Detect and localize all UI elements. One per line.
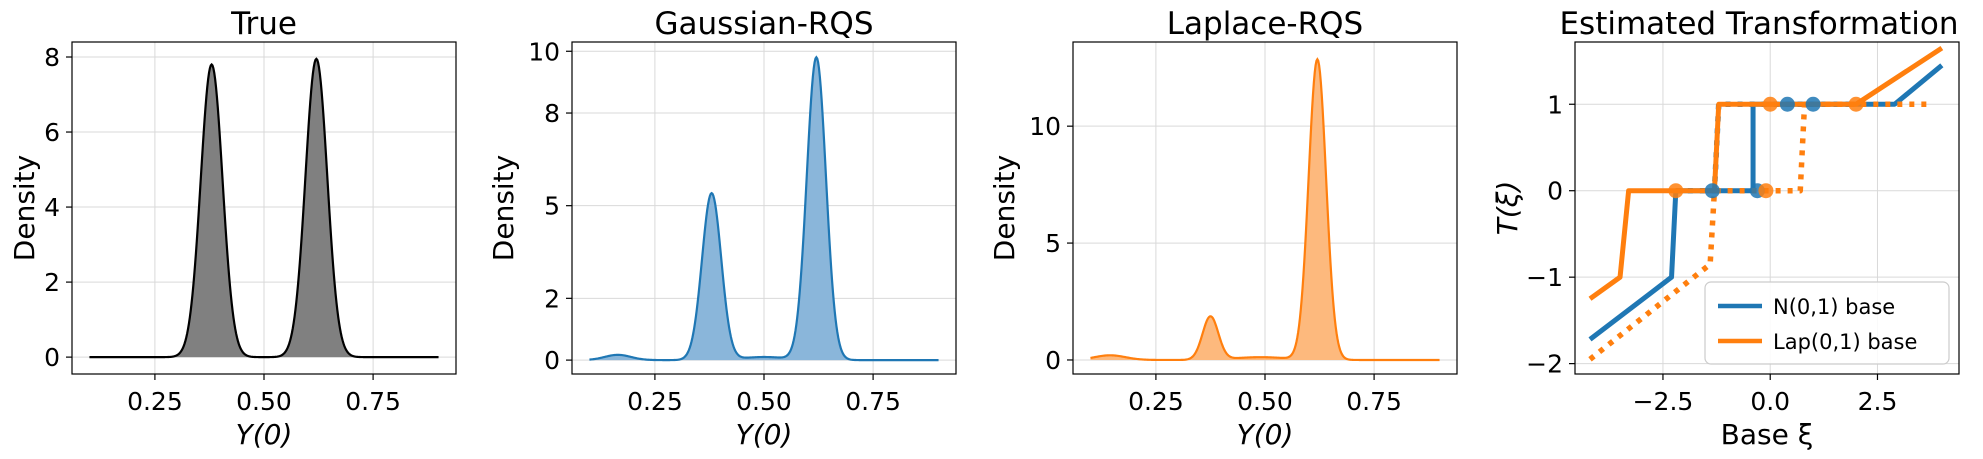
- x-tick-label: 0.25: [1128, 387, 1184, 416]
- y-tick-label: 0: [1547, 177, 1563, 206]
- y-tick-label: 5: [544, 192, 560, 221]
- grid-lines: [572, 42, 956, 374]
- y-tick-label: 8: [544, 99, 560, 128]
- x-tick-label: 0.75: [845, 387, 901, 416]
- x-tick-label: 0.25: [627, 387, 683, 416]
- y-axis-label: T(ξ): [1491, 181, 1524, 236]
- chart-title: Gaussian-RQS: [654, 6, 873, 42]
- series-marker: [1779, 96, 1795, 112]
- grid-lines: [1073, 42, 1457, 374]
- y-tick-label: 10: [1029, 112, 1061, 141]
- x-tick-label: −2.5: [1633, 387, 1694, 416]
- density-area: [589, 55, 939, 362]
- y-tick-label: 2: [544, 284, 560, 313]
- series-marker: [1758, 183, 1774, 199]
- series-marker: [1668, 183, 1684, 199]
- axes-frame: [1574, 41, 1960, 375]
- density-line: [589, 55, 939, 362]
- x-tick-label: 2.5: [1858, 387, 1898, 416]
- series-marker: [1848, 96, 1864, 112]
- legend-label-gaussian: N(0,1) base: [1773, 295, 1895, 319]
- ticks: 0.25 0.50 0.75 0 5 10: [1029, 112, 1402, 416]
- density-line: [89, 57, 439, 359]
- y-tick-label: 4: [44, 193, 60, 222]
- x-tick-label: 0.50: [1237, 387, 1293, 416]
- y-tick-label: 5: [1045, 229, 1061, 258]
- y-tick-label: 8: [44, 43, 60, 72]
- density-area: [1090, 57, 1440, 362]
- ticks: −2.5 0.0 2.5 −2 −1 0 1: [1526, 90, 1897, 416]
- series-marker: [1704, 183, 1720, 199]
- y-tick-label: 1: [1547, 90, 1563, 119]
- panel-true: 0.25 0.50 0.75 0 2 4 6 8 True Y(0) Density: [8, 6, 457, 451]
- y-axis-label: Density: [8, 155, 41, 261]
- x-tick-label: 0.75: [345, 387, 401, 416]
- chart-title: Estimated Transformation: [1559, 6, 1958, 42]
- x-axis-label: Y(0): [736, 418, 793, 451]
- series-marker: [1762, 96, 1778, 112]
- y-tick-label: 2: [44, 268, 60, 297]
- x-axis-label: Y(0): [236, 418, 293, 451]
- x-axis-label: Y(0): [1237, 418, 1294, 451]
- panel-gaussian: 0.25 0.50 0.75 0 2 5 8 10 Gaussian-RQS Y(0) Den…: [487, 6, 957, 451]
- ticks: 0.25 0.50 0.75 0 2 5 8 10: [528, 37, 901, 416]
- density-line: [1090, 57, 1440, 362]
- legend: N(0,1) base Lap(0,1) base: [1704, 281, 1950, 365]
- series-marker: [1805, 96, 1821, 112]
- y-tick-label: −1: [1526, 263, 1563, 292]
- y-tick-label: 0: [1045, 346, 1061, 375]
- density-area: [89, 57, 439, 359]
- legend-label-laplace: Lap(0,1) base: [1773, 330, 1917, 354]
- chart-title: True: [230, 6, 297, 42]
- y-tick-label: 10: [528, 37, 560, 66]
- y-axis-label: Density: [487, 155, 520, 261]
- x-tick-label: 0.75: [1346, 387, 1402, 416]
- x-tick-label: 0.25: [127, 387, 183, 416]
- panel-laplace: 0.25 0.50 0.75 0 5 10 Laplace-RQS Y(0) Densit…: [988, 6, 1458, 451]
- y-tick-label: 0: [44, 343, 60, 372]
- y-axis-label: Density: [988, 155, 1021, 261]
- y-tick-label: 0: [544, 346, 560, 375]
- x-tick-label: 0.50: [736, 387, 792, 416]
- panel-transformation: −2.5 0.0 2.5 −2 −1 0 1 Estimated Transformatio…: [1491, 6, 1960, 451]
- y-tick-label: −2: [1526, 350, 1563, 379]
- x-axis-label: Base ξ: [1721, 418, 1814, 451]
- x-tick-label: 0.50: [236, 387, 292, 416]
- x-tick-label: 0.0: [1750, 387, 1790, 416]
- ticks: 0.25 0.50 0.75 0 2 4 6 8: [44, 43, 401, 416]
- chart-title: Laplace-RQS: [1167, 6, 1363, 42]
- series-markers: [1668, 96, 1864, 199]
- y-tick-label: 6: [44, 118, 60, 147]
- legend-frame: [1704, 281, 1950, 365]
